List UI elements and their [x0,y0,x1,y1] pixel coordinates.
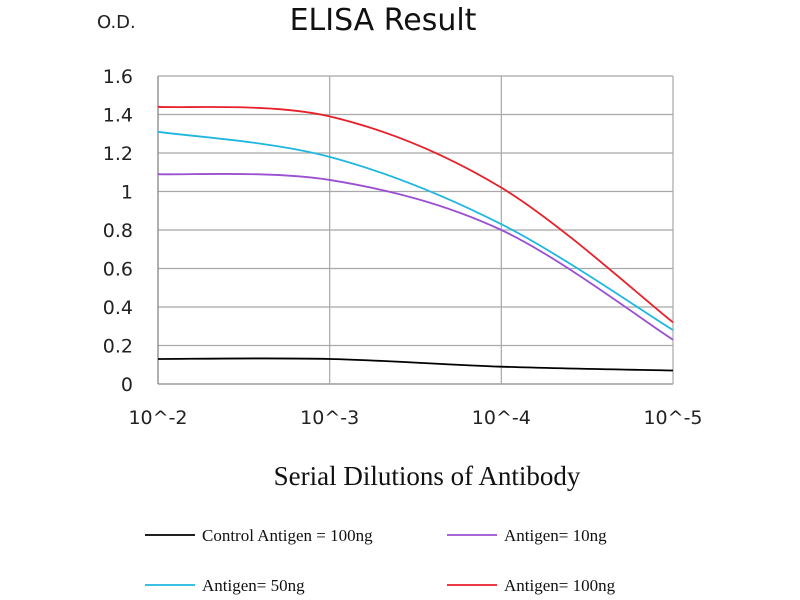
y-axis-label: O.D. [97,12,136,33]
legend-label: Antigen= 100ng [504,576,616,595]
y-tick-label: 0.6 [103,259,133,281]
x-tick-label: 10^-3 [300,407,359,429]
legend-item: Antigen= 100ng [447,576,616,595]
chart-title: ELISA Result [290,3,477,38]
x-tick-label: 10^-4 [472,407,531,429]
x-tick-labels: 10^-2 10^-3 10^-4 10^-5 [128,407,702,429]
y-tick-label: 0.4 [103,297,133,319]
series-line [157,173,674,341]
legend-label: Control Antigen = 100ng [202,526,373,545]
legend-label: Antigen= 10ng [504,526,607,545]
grid [157,75,674,385]
legend: Control Antigen = 100ng Antigen= 10ng Anti… [145,526,616,595]
series-lines [157,105,674,372]
y-tick-label: 0.8 [103,220,133,242]
x-tick-label: 10^-2 [128,407,187,429]
y-tick-label: 1 [121,182,133,204]
y-tick-label: 0 [121,374,133,396]
x-tick-label: 10^-5 [643,407,702,429]
series-line [157,105,674,324]
y-tick-labels: 0 0.2 0.4 0.6 0.8 1 1.2 1.4 1.6 [103,66,133,396]
legend-item: Antigen= 50ng [145,576,305,595]
y-tick-label: 1.6 [103,66,133,88]
series-line [157,357,674,372]
legend-label: Antigen= 50ng [202,576,305,595]
legend-item: Antigen= 10ng [447,526,607,545]
x-axis-label: Serial Dilutions of Antibody [274,461,581,491]
series-line [157,130,674,331]
y-tick-label: 0.2 [103,336,133,358]
y-tick-label: 1.2 [103,143,133,165]
y-tick-label: 1.4 [103,105,133,127]
legend-item: Control Antigen = 100ng [145,526,373,545]
